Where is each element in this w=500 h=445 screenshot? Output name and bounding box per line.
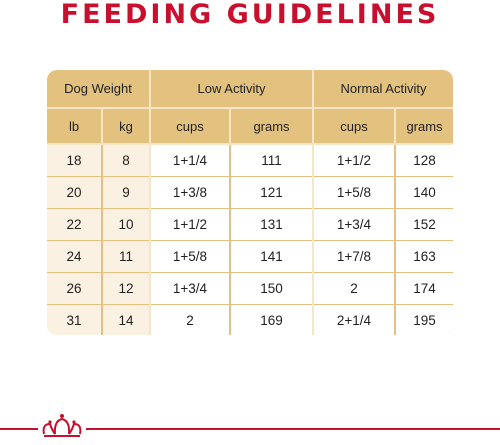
cell-normal-cups: 1+7/8: [314, 241, 394, 272]
header-divider: [47, 143, 453, 145]
table-row: 22 10 1+1/2 131 1+3/4 152: [47, 209, 453, 240]
cell-normal-grams: 195: [396, 305, 453, 335]
cell-kg: 8: [103, 145, 149, 176]
subheader-low-cups: cups: [176, 118, 204, 134]
column-divider: [101, 109, 103, 143]
cell-kg: 12: [103, 273, 149, 304]
cell-normal-cups: 1+5/8: [314, 177, 394, 208]
column-divider: [229, 109, 231, 143]
cell-low-cups: 1+1/4: [151, 145, 229, 176]
cell-low-grams: 141: [231, 241, 312, 272]
table-row: 26 12 1+3/4 150 2 174: [47, 273, 453, 304]
header-dog-weight: Dog Weight: [64, 81, 132, 96]
cell-low-grams: 121: [231, 177, 312, 208]
cell-low-grams: 111: [231, 145, 312, 176]
cell-normal-cups: 1+3/4: [314, 209, 394, 240]
header-normal-activity: Normal Activity: [340, 81, 427, 96]
table-row: 18 8 1+1/4 111 1+1/2 128: [47, 145, 453, 176]
subheader-normal-cups: cups: [340, 118, 368, 134]
header-divider: [47, 107, 453, 109]
feeding-table: Dog Weight Low Activity Normal Activity …: [47, 70, 453, 335]
cell-kg: 14: [103, 305, 149, 335]
cell-low-cups: 1+1/2: [151, 209, 229, 240]
column-divider: [394, 109, 396, 143]
footer-rule: [0, 428, 500, 430]
cell-normal-grams: 140: [396, 177, 453, 208]
cell-low-grams: 131: [231, 209, 312, 240]
table-row: 24 11 1+5/8 141 1+7/8 163: [47, 241, 453, 272]
header-low-activity: Low Activity: [197, 81, 266, 96]
crown-logo-icon: [38, 412, 86, 442]
subheader-low-grams: grams: [253, 118, 290, 134]
cell-normal-grams: 174: [396, 273, 453, 304]
cell-normal-grams: 163: [396, 241, 453, 272]
cell-lb: 24: [47, 241, 101, 272]
cell-normal-cups: 1+1/2: [314, 145, 394, 176]
cell-kg: 10: [103, 209, 149, 240]
cell-low-cups: 1+3/8: [151, 177, 229, 208]
table-row: 31 14 2 169 2+1/4 195: [47, 305, 453, 335]
cell-lb: 18: [47, 145, 101, 176]
table-header-row: Dog Weight Low Activity Normal Activity: [47, 70, 453, 107]
cell-kg: 11: [103, 241, 149, 272]
cell-kg: 9: [103, 177, 149, 208]
column-divider: [149, 70, 151, 335]
column-divider: [312, 70, 314, 335]
cell-low-cups: 2: [151, 305, 229, 335]
cell-normal-cups: 2: [314, 273, 394, 304]
subheader-lb: lb: [68, 118, 80, 134]
cell-low-cups: 1+3/4: [151, 273, 229, 304]
cell-low-grams: 150: [231, 273, 312, 304]
page-title: FEEDING GUIDELINES: [60, 0, 440, 30]
cell-low-grams: 169: [231, 305, 312, 335]
subheader-kg: kg: [119, 118, 133, 134]
cell-normal-grams: 152: [396, 209, 453, 240]
cell-normal-grams: 128: [396, 145, 453, 176]
cell-low-cups: 1+5/8: [151, 241, 229, 272]
cell-lb: 26: [47, 273, 101, 304]
cell-lb: 20: [47, 177, 101, 208]
table-subheader-row: lb kg cups grams cups grams: [47, 109, 453, 143]
table-row: 20 9 1+3/8 121 1+5/8 140: [47, 177, 453, 208]
cell-lb: 22: [47, 209, 101, 240]
cell-lb: 31: [47, 305, 101, 335]
cell-normal-cups: 2+1/4: [314, 305, 394, 335]
subheader-normal-grams: grams: [406, 118, 443, 134]
